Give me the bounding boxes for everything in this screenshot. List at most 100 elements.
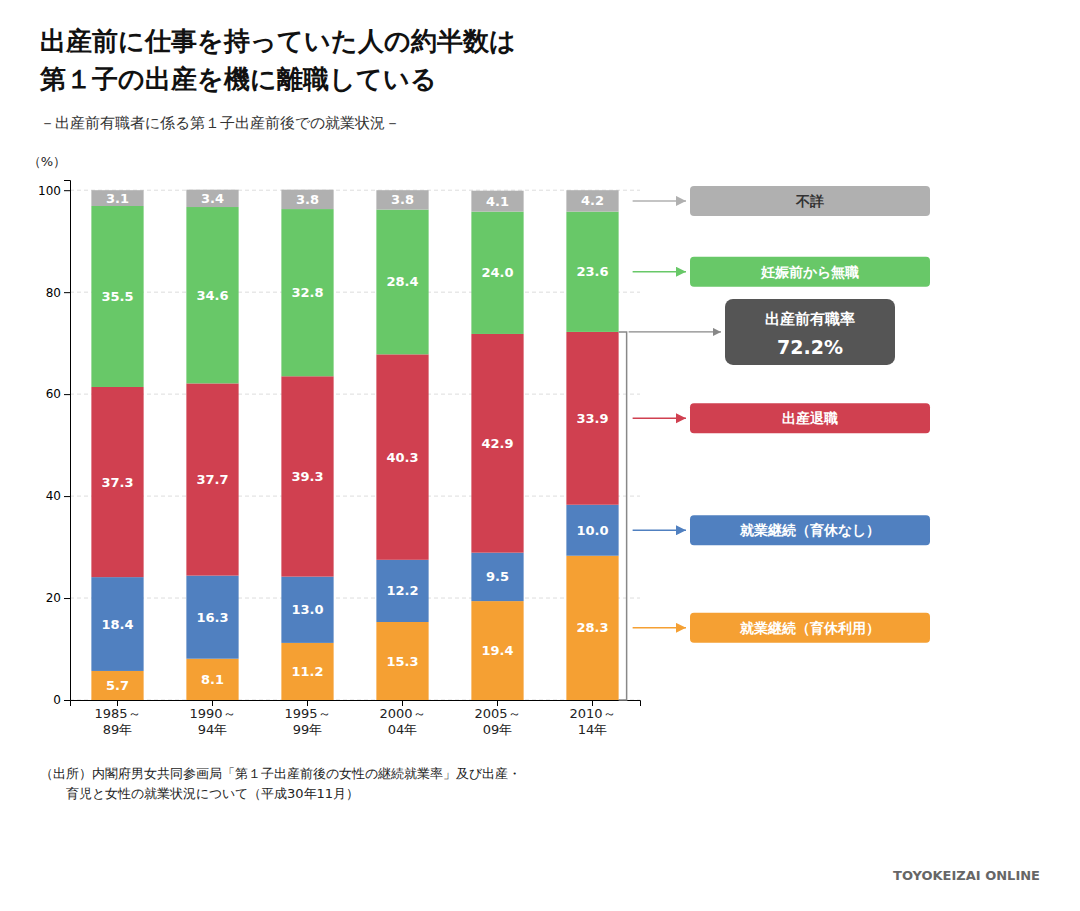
data-label: 3.8 bbox=[391, 192, 414, 207]
bar-segment bbox=[566, 556, 618, 700]
bar-series bbox=[91, 505, 618, 671]
legend-label: 就業継続（育休利用） bbox=[739, 620, 880, 636]
x-tick-mark bbox=[117, 700, 118, 706]
annotation-arrow bbox=[629, 331, 721, 332]
bar-segment bbox=[566, 212, 618, 332]
x-tick-label-line: 89年 bbox=[103, 722, 133, 737]
legend-arrow bbox=[633, 271, 686, 273]
bar-series bbox=[91, 556, 618, 700]
bar-segment bbox=[566, 190, 618, 211]
bar-segment bbox=[376, 354, 428, 559]
data-label: 24.0 bbox=[481, 265, 513, 280]
x-tick-label: 2005～09年 bbox=[474, 706, 520, 737]
x-tick-label-line: 99年 bbox=[293, 722, 323, 737]
bar-segment bbox=[281, 376, 333, 576]
title-line: 出産前に仕事を持っていた人の約半数は bbox=[40, 26, 516, 56]
x-tick: 2000～04年 bbox=[379, 700, 425, 737]
y-tick-label: 40 bbox=[46, 489, 61, 503]
y-tick-label: 80 bbox=[46, 285, 61, 299]
source-line: 育児と女性の就業状況について（平成30年11月） bbox=[40, 786, 359, 801]
bar-segment bbox=[281, 190, 333, 209]
legend-swatch bbox=[690, 257, 930, 287]
bar-segment bbox=[471, 334, 523, 553]
y-tick: 80 bbox=[46, 285, 70, 299]
legend-swatch bbox=[690, 186, 930, 216]
title-line: 第１子の出産を機に離職している bbox=[39, 64, 437, 94]
legend-arrow bbox=[633, 627, 686, 629]
subtitle: －出産前有職者に係る第１子出産前後での就業状況－ bbox=[40, 114, 400, 132]
data-label: 42.9 bbox=[481, 436, 513, 451]
y-axis-line bbox=[64, 181, 71, 701]
data-label: 39.3 bbox=[291, 469, 323, 484]
x-tick-label-line: 1985～ bbox=[94, 706, 140, 721]
annotation-value: 72.2% bbox=[777, 336, 843, 358]
data-label: 37.7 bbox=[196, 472, 228, 487]
chart-container: 出産前に仕事を持っていた人の約半数は第１子の出産を機に離職している －出産前有職者… bbox=[0, 0, 1080, 911]
x-tick: 1985～89年 bbox=[94, 700, 140, 737]
bar-segment bbox=[186, 576, 238, 659]
data-label: 3.8 bbox=[296, 192, 319, 207]
annotation-text: 出産前有職率 bbox=[765, 310, 855, 328]
x-tick-mark bbox=[212, 700, 213, 706]
x-tick-label-line: 1995～ bbox=[284, 706, 330, 721]
x-tick-label-line: 14年 bbox=[578, 722, 608, 737]
x-tick-label: 1985～89年 bbox=[94, 706, 140, 737]
legend-swatch bbox=[690, 515, 930, 545]
data-label: 10.0 bbox=[576, 523, 608, 538]
x-tick-label-line: 09年 bbox=[483, 722, 513, 737]
chart-svg: 出産前に仕事を持っていた人の約半数は第１子の出産を機に離職している －出産前有職者… bbox=[0, 0, 1080, 911]
data-label: 34.6 bbox=[196, 288, 228, 303]
y-tick-label: 60 bbox=[46, 387, 61, 401]
annotation: 出産前有職率 72.2% bbox=[619, 299, 895, 700]
bar-series bbox=[91, 206, 618, 387]
bar-segment bbox=[566, 505, 618, 556]
y-axis-title: （%） bbox=[28, 154, 66, 169]
x-tick-mark bbox=[592, 700, 593, 706]
data-label: 4.1 bbox=[486, 194, 509, 209]
data-label: 28.3 bbox=[576, 620, 608, 635]
x-tick-label-line: 1990～ bbox=[189, 706, 235, 721]
data-label: 3.1 bbox=[106, 191, 129, 206]
bar-segment bbox=[471, 212, 523, 334]
grid-line bbox=[70, 394, 640, 395]
x-tick: 2005～09年 bbox=[474, 700, 520, 737]
x-tick: 2010～14年 bbox=[569, 700, 615, 737]
y-axis: 020406080100 bbox=[38, 181, 70, 708]
y-tick-label: 100 bbox=[38, 184, 61, 198]
data-label: 12.2 bbox=[386, 583, 418, 598]
x-tick-mark bbox=[497, 700, 498, 706]
x-tick-label-line: 04年 bbox=[388, 722, 418, 737]
bar-segment bbox=[471, 553, 523, 601]
bar-segment bbox=[281, 643, 333, 700]
data-label: 19.4 bbox=[481, 643, 513, 658]
bar-series bbox=[91, 190, 618, 212]
bar-segment bbox=[91, 387, 143, 577]
x-tick-mark bbox=[307, 700, 308, 706]
bar-segment bbox=[471, 601, 523, 700]
x-axis: 1985～89年 1990～94年 1995～99年 2000～04年 2005～09年… bbox=[71, 700, 641, 737]
grid-line bbox=[70, 292, 640, 293]
y-tick: 20 bbox=[46, 591, 70, 605]
grid-line bbox=[70, 496, 640, 497]
y-tick-mark bbox=[64, 190, 70, 191]
y-tick-mark bbox=[64, 598, 70, 599]
data-label: 4.2 bbox=[581, 193, 604, 208]
x-tick-label: 1990～94年 bbox=[189, 706, 235, 737]
x-tick-label-line: 2010～ bbox=[569, 706, 615, 721]
bars bbox=[91, 190, 618, 700]
data-label: 13.0 bbox=[291, 602, 323, 617]
bar-segment bbox=[186, 383, 238, 575]
legend-label: 出産退職 bbox=[782, 410, 838, 426]
source: （出所）内閣府男女共同参画局「第１子出産前後の女性の継続就業率」及び出産・ 育児… bbox=[40, 766, 521, 801]
data-label: 18.4 bbox=[101, 617, 133, 632]
bar-segment bbox=[281, 577, 333, 643]
x-tick-label: 1995～99年 bbox=[284, 706, 330, 737]
data-label: 9.5 bbox=[486, 569, 509, 584]
bar-segment bbox=[91, 190, 143, 206]
data-label: 23.6 bbox=[576, 264, 608, 279]
bar-segment bbox=[376, 190, 428, 209]
bar-segment bbox=[186, 207, 238, 383]
bar-segment bbox=[186, 659, 238, 700]
x-tick-mark bbox=[402, 700, 403, 706]
bar-segment bbox=[91, 577, 143, 671]
